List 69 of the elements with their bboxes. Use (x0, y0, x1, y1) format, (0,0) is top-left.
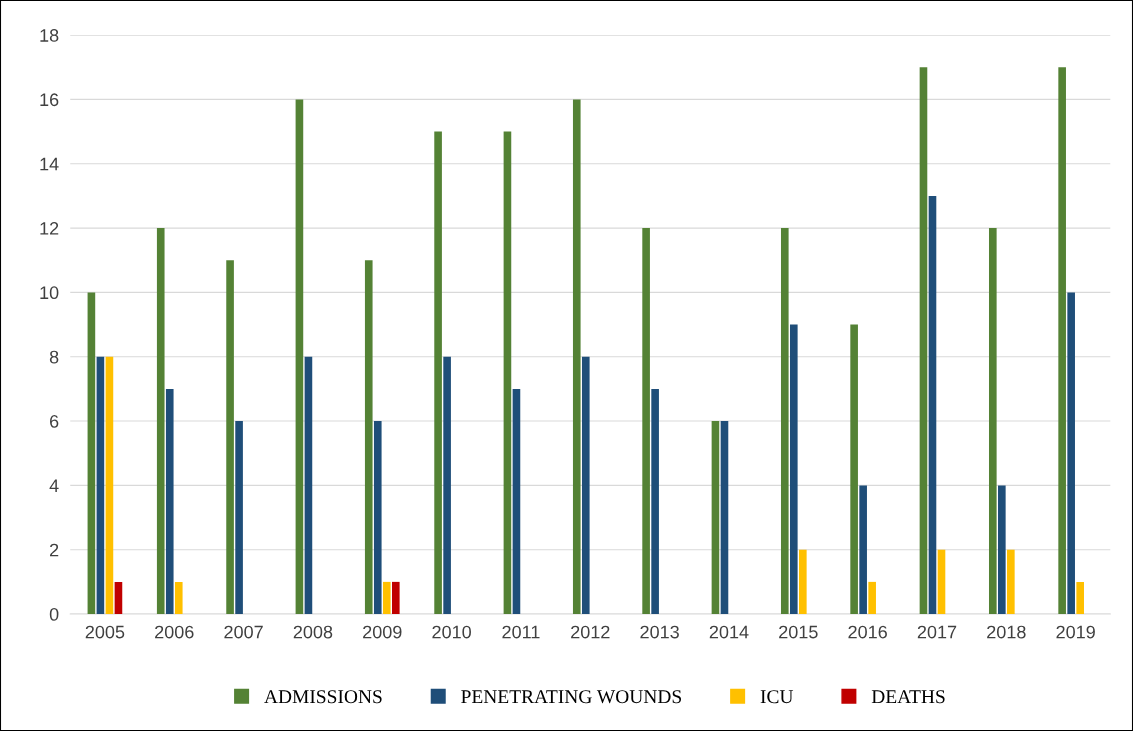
bar (434, 131, 442, 615)
bar (1076, 581, 1084, 615)
bar (928, 195, 937, 615)
x-tick-label: 2007 (224, 625, 263, 639)
y-tick-label: 8 (49, 350, 59, 364)
bar (789, 324, 798, 615)
legend-label: PENETRATING WOUNDS (461, 690, 682, 704)
bar (998, 485, 1006, 615)
y-tick-label: 14 (40, 157, 59, 171)
bar (919, 67, 928, 615)
x-tick-label: 2014 (709, 625, 749, 639)
bar (572, 99, 581, 615)
legend-label: ICU (760, 690, 794, 704)
bar (105, 356, 114, 615)
bar (96, 356, 105, 615)
bar (156, 228, 165, 615)
bar (799, 549, 807, 615)
y-tick-label: 16 (40, 93, 59, 107)
bar (235, 421, 243, 615)
bar (503, 131, 512, 615)
x-tick-label: 2011 (502, 625, 540, 639)
bar (711, 421, 720, 615)
x-tick-label: 2005 (85, 625, 125, 639)
x-tick-label: 2016 (848, 625, 887, 639)
bar (642, 228, 650, 615)
bar (581, 356, 590, 615)
y-tick-label: 6 (50, 414, 59, 428)
bar (859, 485, 867, 615)
bar (391, 581, 400, 615)
bar (226, 260, 234, 615)
legend-label: ADMISSIONS (264, 690, 382, 704)
bar (165, 388, 174, 615)
bar (651, 388, 659, 615)
bar (295, 99, 304, 615)
x-tick-label: 2013 (640, 625, 679, 639)
bar (304, 356, 313, 615)
y-tick-label: 0 (49, 607, 59, 621)
y-tick-label: 4 (49, 479, 59, 492)
bar (174, 581, 183, 615)
legend-label: DEATHS (871, 690, 945, 704)
y-tick-label: 2 (50, 543, 59, 557)
bar (443, 356, 451, 615)
bar (937, 549, 946, 615)
bar (373, 421, 382, 615)
bar (364, 260, 373, 615)
bar (780, 228, 789, 615)
bar (868, 581, 876, 615)
bar (114, 581, 123, 615)
bar (720, 421, 729, 615)
x-tick-label: 2019 (1056, 625, 1095, 639)
bar (87, 292, 96, 615)
bar (850, 324, 858, 615)
y-tick-label: 12 (40, 222, 59, 235)
x-tick-label: 2015 (779, 625, 818, 639)
bar (1007, 549, 1015, 615)
bar (989, 228, 997, 615)
x-tick-label: 2010 (432, 625, 471, 639)
bar (382, 581, 391, 615)
x-tick-label: 2017 (917, 625, 957, 639)
bar (512, 388, 521, 615)
bar (1058, 67, 1066, 615)
y-tick-label: 10 (40, 286, 59, 300)
x-tick-label: 2012 (571, 625, 610, 639)
y-tick-label: 18 (40, 29, 59, 42)
x-tick-label: 2018 (987, 625, 1026, 639)
x-tick-label: 2009 (363, 625, 402, 639)
bar (1067, 292, 1075, 615)
x-tick-label: 2008 (293, 625, 333, 639)
x-tick-label: 2006 (155, 625, 194, 639)
